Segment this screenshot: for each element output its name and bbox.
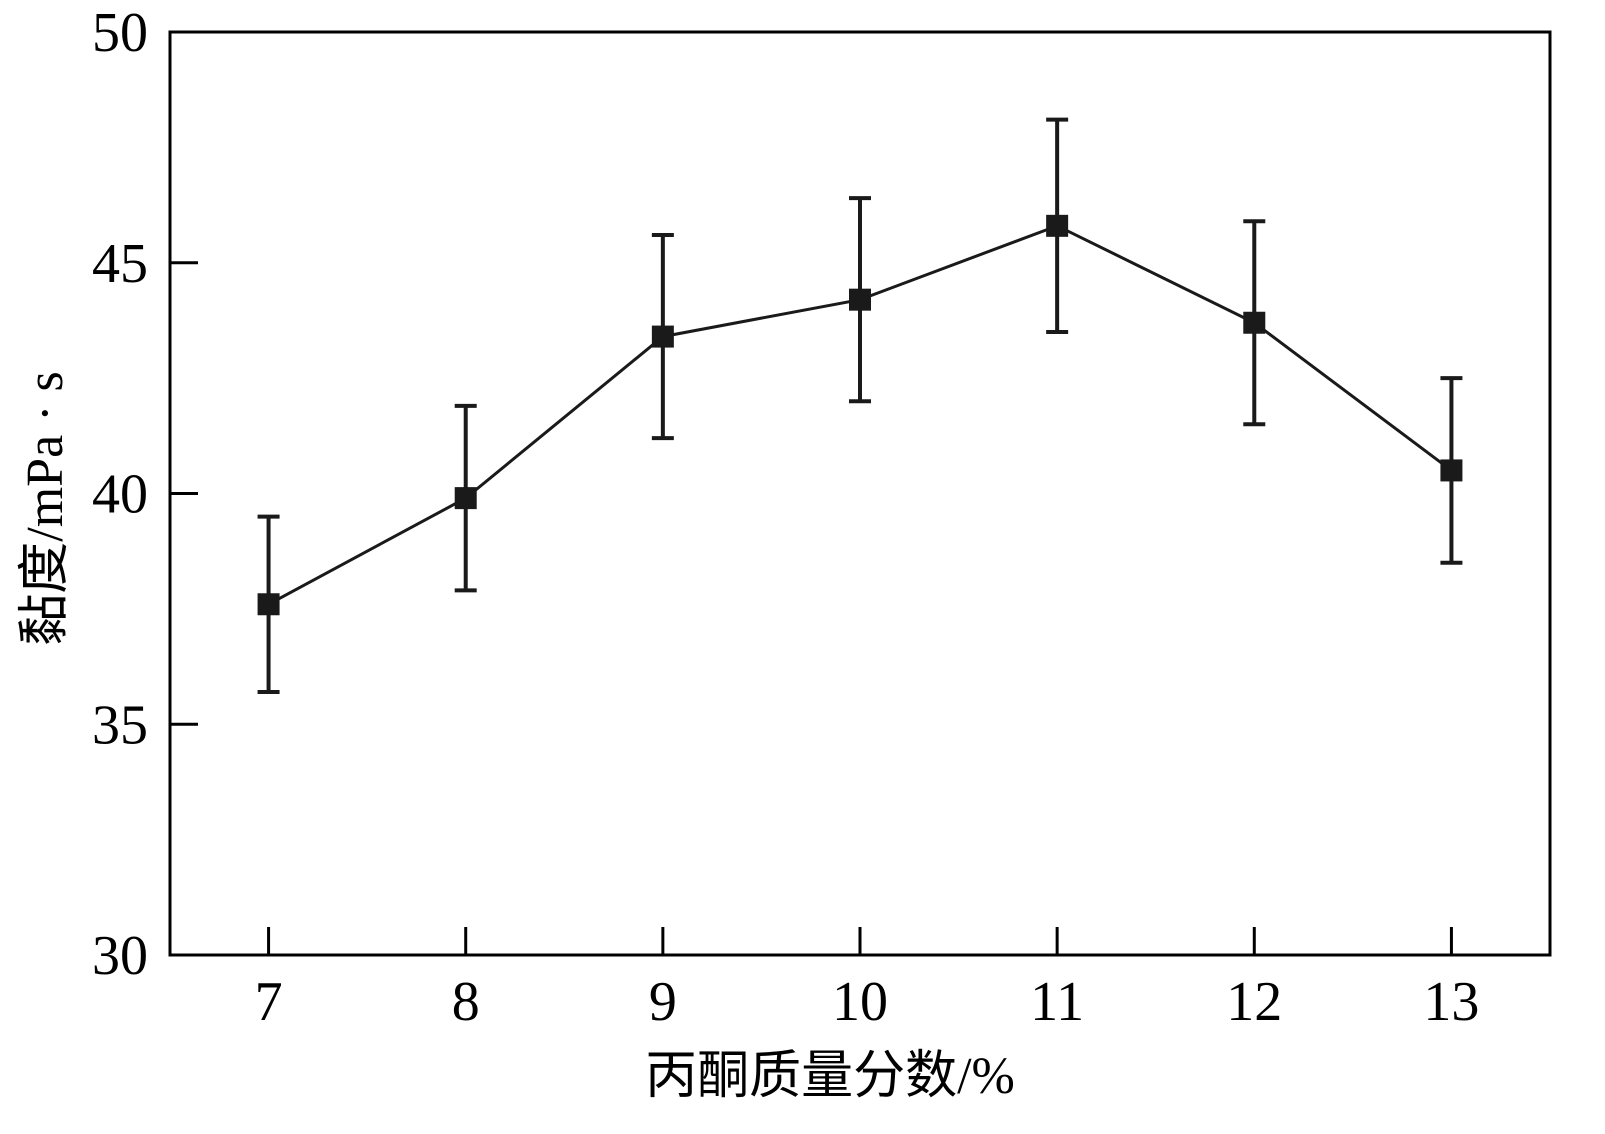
x-tick-label: 10: [832, 971, 888, 1033]
y-axis-title: 黏度/mPa · s: [17, 371, 74, 645]
data-point-marker: [849, 288, 871, 311]
y-tick-label: 35: [92, 694, 148, 756]
y-ticks-group: 30 35 40 45 50: [92, 2, 198, 987]
y-tick-label: 45: [92, 233, 148, 295]
data-point-marker: [1440, 459, 1463, 482]
y-tick-label: 40: [92, 464, 148, 526]
x-ticks-group: 7 8 9 10 11 12 13: [255, 927, 1479, 1033]
x-tick-label: 12: [1226, 971, 1282, 1033]
x-tick-label: 13: [1423, 971, 1479, 1033]
data-point-marker: [1243, 311, 1266, 334]
y-tick-label: 50: [92, 2, 148, 64]
x-tick-label: 8: [452, 971, 480, 1033]
data-point-marker: [1046, 214, 1069, 237]
y-tick-label: 30: [92, 925, 148, 987]
data-point-marker: [651, 325, 674, 348]
data-point-marker: [257, 593, 280, 616]
x-tick-label: 7: [255, 971, 283, 1033]
x-axis-title: 丙酮质量分数/%: [645, 1048, 1015, 1105]
data-point-marker: [454, 487, 477, 510]
plot-frame-group: [168, 30, 1552, 957]
plot-frame: [168, 30, 1552, 957]
series-group: [257, 117, 1463, 694]
x-tick-label: 11: [1030, 971, 1084, 1033]
x-tick-label: 9: [649, 971, 677, 1033]
